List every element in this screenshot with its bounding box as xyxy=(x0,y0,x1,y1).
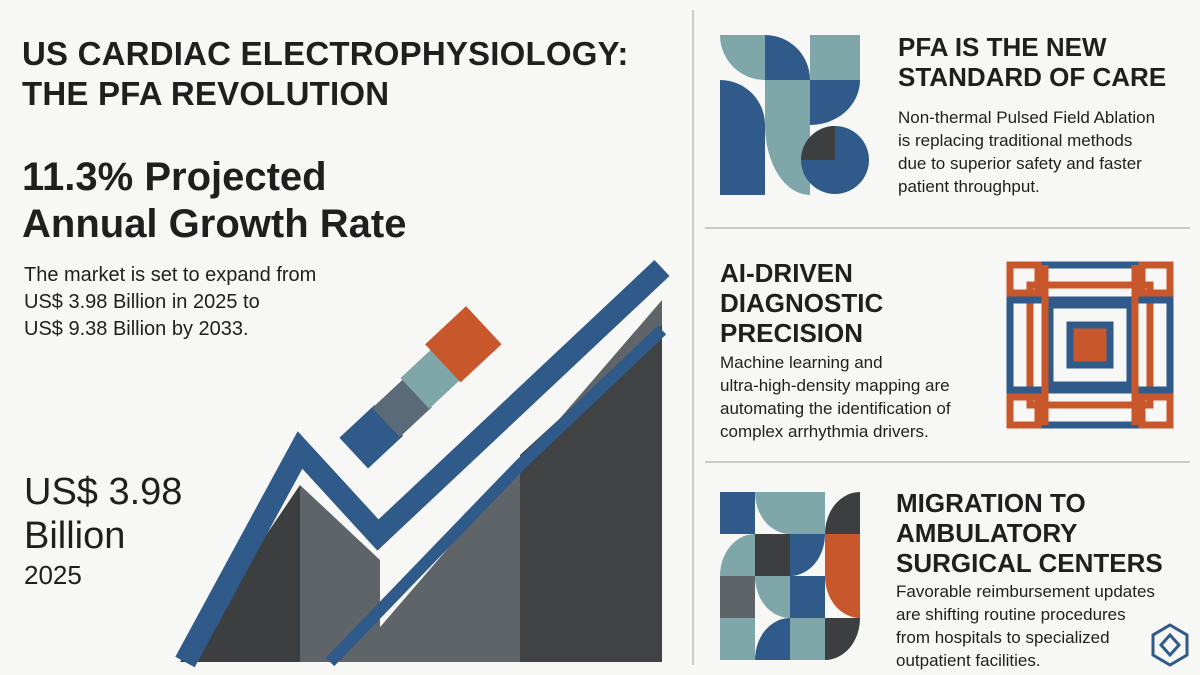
text-line: outpatient facilities. xyxy=(896,651,1041,670)
text-line: Favorable reimbursement updates xyxy=(896,582,1155,601)
text-line: THE PFA REVOLUTION xyxy=(22,75,390,112)
pfa-icon xyxy=(720,35,869,195)
growth-illustration xyxy=(175,259,670,668)
market-value: US$ 3.98 xyxy=(24,471,183,513)
text-line: AI-DRIVEN xyxy=(720,258,853,288)
text-line: from hospitals to specialized xyxy=(896,628,1110,647)
text-line: The market is set to expand from xyxy=(24,264,317,286)
text-line: due to superior safety and faster xyxy=(898,154,1142,173)
text-line: Annual Growth Rate xyxy=(22,202,407,246)
text-line: patient throughput. xyxy=(898,177,1040,196)
market-size: US$ 3.98 Billion 2025 xyxy=(24,470,182,592)
text-line: US CARDIAC ELECTROPHYSIOLOGY: xyxy=(22,35,629,72)
text-line: automating the identification of xyxy=(720,399,951,418)
text-line: PRECISION xyxy=(720,318,864,348)
text-line: is replacing traditional methods xyxy=(898,131,1133,150)
text-line: DIAGNOSTIC xyxy=(720,288,884,318)
card-title: PFA IS THE NEW STANDARD OF CARE xyxy=(898,32,1166,92)
description: The market is set to expand from US$ 3.98… xyxy=(24,262,316,343)
text-line: complex arrhythmia drivers. xyxy=(720,422,929,441)
text-line: STANDARD OF CARE xyxy=(898,62,1167,92)
text-line: SURGICAL CENTERS xyxy=(896,548,1163,578)
text-line: 11.3% Projected xyxy=(22,155,327,199)
card-body: Machine learning and ultra-high-density m… xyxy=(720,351,951,443)
logo xyxy=(1151,623,1189,667)
card-title: AI-DRIVEN DIAGNOSTIC PRECISION xyxy=(720,258,883,348)
text-line: US$ 3.98 Billion in 2025 to xyxy=(24,291,260,313)
title: US CARDIAC ELECTROPHYSIOLOGY: THE PFA REV… xyxy=(22,34,629,114)
asc-icon xyxy=(720,492,860,660)
text-line: ultra-high-density mapping are xyxy=(720,376,950,395)
text-line: PFA IS THE NEW xyxy=(898,32,1107,62)
text-line: Machine learning and xyxy=(720,353,883,372)
market-unit: Billion xyxy=(24,515,126,557)
card-body: Non-thermal Pulsed Field Ablation is repl… xyxy=(898,106,1155,198)
card-body: Favorable reimbursement updates are shift… xyxy=(896,580,1155,672)
text-line: US$ 9.38 Billion by 2033. xyxy=(24,318,249,340)
text-line: MIGRATION TO xyxy=(896,488,1086,518)
market-year: 2025 xyxy=(24,560,82,590)
text-line: AMBULATORY xyxy=(896,518,1078,548)
card-title: MIGRATION TO AMBULATORY SURGICAL CENTERS xyxy=(896,488,1163,578)
text-line: Non-thermal Pulsed Field Ablation xyxy=(898,108,1156,127)
headline: 11.3% Projected Annual Growth Rate xyxy=(22,154,406,248)
text-line: are shifting routine procedures xyxy=(896,605,1126,624)
ai-icon xyxy=(1006,261,1174,429)
